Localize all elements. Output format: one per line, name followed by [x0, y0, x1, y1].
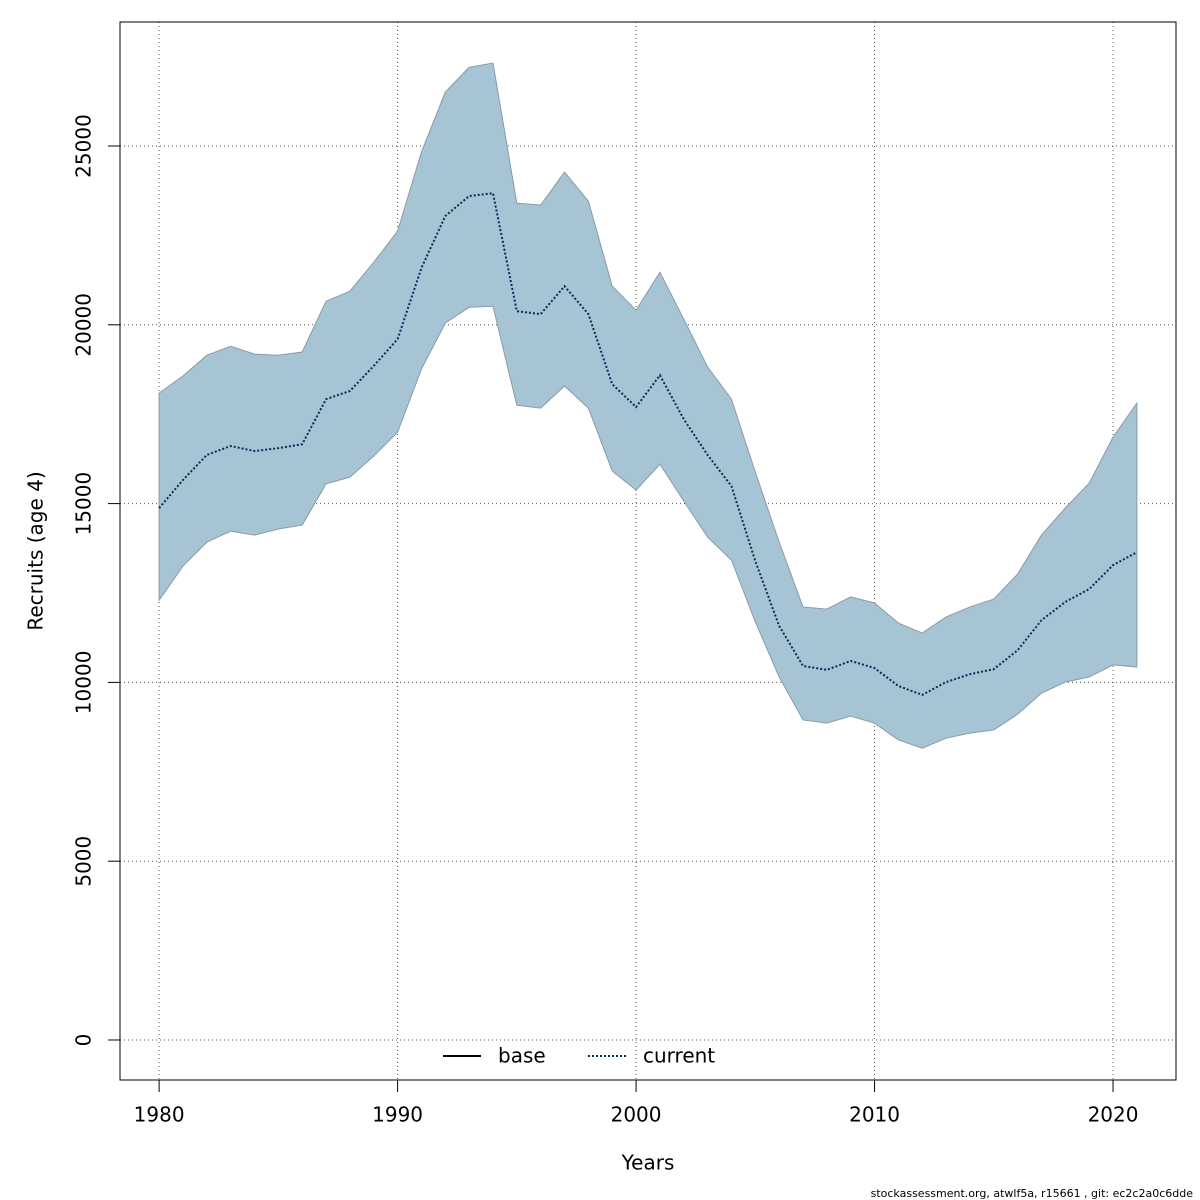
- legend-label: base: [498, 1044, 546, 1068]
- y-tick-label: 20000: [72, 293, 96, 357]
- y-tick-label: 10000: [72, 651, 96, 715]
- footer: stockassessment.org, atwlf5a, r15661 , g…: [871, 1187, 1194, 1200]
- series-line: [158, 192, 1138, 697]
- y-axis-label: Recruits (age 4): [24, 471, 48, 630]
- y-tick-label: 5000: [72, 836, 96, 887]
- x-tick-label: 1990: [372, 1103, 423, 1127]
- y-tick-label: 15000: [72, 472, 96, 536]
- x-tick-label: 2010: [849, 1103, 900, 1127]
- x-tick-label: 2020: [1088, 1103, 1139, 1127]
- x-tick-label: 1980: [134, 1103, 185, 1127]
- plot-frame: [119, 21, 1177, 1081]
- y-tick-label: 25000: [72, 114, 96, 178]
- y-tick-label: 0: [72, 1034, 96, 1047]
- legend-label: current: [643, 1044, 715, 1068]
- x-tick-label: 2000: [611, 1103, 662, 1127]
- x-axis-label: Years: [621, 1151, 675, 1175]
- confidence-band: [158, 62, 1138, 749]
